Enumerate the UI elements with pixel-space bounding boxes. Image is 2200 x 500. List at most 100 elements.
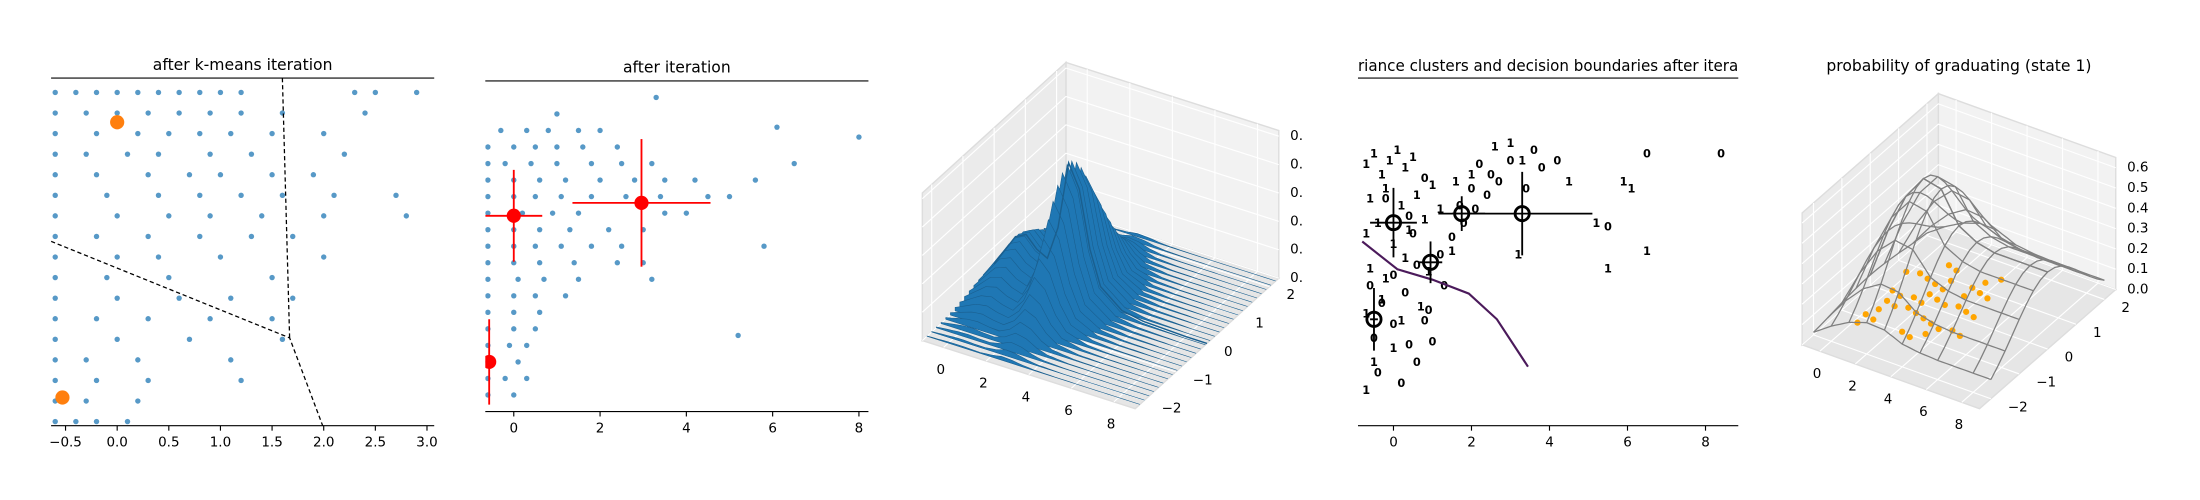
point bbox=[511, 260, 517, 266]
panel-layer: 0 2 4 6 8 −2 −1 0 1 2 0.0 0.1 0.2 0.3 0.4 0.5 0.6 bbox=[1800, 92, 2149, 433]
x-tick-label: 8 bbox=[1107, 417, 1116, 433]
point-marker: 1 bbox=[1397, 199, 1405, 213]
point bbox=[166, 274, 172, 281]
scatter-dot bbox=[1963, 308, 1970, 315]
point bbox=[207, 213, 213, 219]
point bbox=[155, 151, 162, 157]
x-tick-label: 2.0 bbox=[313, 435, 334, 451]
surface-strip bbox=[959, 276, 1173, 375]
point-marker: 1 bbox=[1643, 244, 1651, 258]
point bbox=[186, 336, 193, 342]
point bbox=[176, 110, 182, 116]
point bbox=[73, 418, 79, 425]
point bbox=[114, 213, 120, 219]
point bbox=[549, 210, 556, 216]
point-marker: 0 bbox=[1538, 160, 1546, 174]
point bbox=[623, 193, 629, 200]
point bbox=[485, 144, 491, 150]
point bbox=[485, 160, 491, 167]
scatter-dot bbox=[1910, 294, 1917, 301]
point-marker: 1 bbox=[1393, 143, 1401, 157]
x-tick-label: 1.5 bbox=[261, 435, 282, 451]
point-marker: 1 bbox=[1390, 341, 1398, 355]
surface-strip bbox=[945, 317, 1159, 388]
x-tick-label: 2.5 bbox=[365, 435, 386, 451]
z-tick-label: 0.1 bbox=[2127, 261, 2148, 277]
grid-line bbox=[1801, 164, 2116, 285]
point bbox=[588, 193, 595, 200]
point bbox=[114, 295, 120, 301]
y-tick-label: −2 bbox=[1162, 401, 1182, 417]
point-marker: 0 bbox=[1436, 247, 1444, 261]
point bbox=[114, 254, 120, 260]
point bbox=[536, 260, 543, 266]
point-marker: 0 bbox=[1522, 181, 1530, 195]
x-tick-label: 4 bbox=[1884, 391, 1893, 407]
point bbox=[485, 210, 491, 216]
point bbox=[485, 226, 491, 233]
x-tick-label: 2 bbox=[1467, 435, 1476, 451]
point-marker: 0 bbox=[1553, 153, 1561, 167]
point-marker: 0 bbox=[1440, 279, 1448, 293]
point-marker: 1 bbox=[1362, 226, 1370, 240]
x-tick-label: 2 bbox=[979, 376, 988, 392]
point-marker: 0 bbox=[1413, 355, 1421, 369]
point bbox=[52, 336, 58, 342]
point-marker: 0 bbox=[1643, 147, 1651, 161]
point bbox=[554, 111, 560, 117]
point bbox=[52, 213, 58, 219]
point bbox=[752, 177, 759, 183]
point bbox=[228, 130, 234, 137]
point-marker: 0 bbox=[1604, 220, 1612, 234]
point-marker: 0 bbox=[1421, 313, 1429, 327]
x-tick-label: 8 bbox=[1955, 417, 1964, 433]
point bbox=[403, 213, 410, 219]
point bbox=[145, 172, 151, 178]
point bbox=[155, 89, 162, 96]
point bbox=[502, 160, 508, 167]
grid-line bbox=[921, 152, 1279, 285]
scatter-dot bbox=[1970, 314, 1977, 321]
point-marker: 1 bbox=[1401, 251, 1409, 265]
point bbox=[52, 192, 58, 198]
y-tick-label: 0 bbox=[1224, 344, 1233, 360]
point bbox=[554, 144, 560, 150]
y-tick-label: 1 bbox=[2093, 325, 2102, 341]
center bbox=[1513, 205, 1531, 223]
point bbox=[575, 210, 582, 216]
surface-ridge bbox=[1869, 177, 2048, 276]
grid-line bbox=[1801, 103, 2116, 224]
z-tick-label: 0.10 bbox=[1290, 213, 1320, 229]
point bbox=[228, 295, 234, 301]
point-marker: 1 bbox=[1370, 355, 1378, 369]
point bbox=[649, 276, 655, 282]
point-marker: 1 bbox=[1413, 188, 1421, 202]
y-tick-label: 2 bbox=[1286, 287, 1295, 303]
point-marker: 0 bbox=[1507, 153, 1515, 167]
z-tick-label: 0.3 bbox=[2127, 221, 2148, 237]
point bbox=[52, 110, 58, 116]
z-tick-label: 0.2 bbox=[2127, 241, 2148, 257]
point-marker: 1 bbox=[1397, 313, 1405, 327]
point-marker: 0 bbox=[1397, 376, 1405, 390]
z-tick-label: 0.6 bbox=[2127, 160, 2148, 176]
point-marker: 1 bbox=[1468, 167, 1476, 181]
point-marker: 0 bbox=[1409, 226, 1417, 240]
point bbox=[705, 193, 711, 200]
point bbox=[352, 89, 358, 96]
point bbox=[104, 192, 110, 198]
point bbox=[52, 89, 58, 96]
point bbox=[238, 377, 244, 384]
point bbox=[248, 233, 255, 240]
point-marker: 1 bbox=[1421, 213, 1429, 227]
point bbox=[176, 295, 182, 301]
point bbox=[93, 377, 100, 384]
point bbox=[217, 89, 224, 96]
point-marker: 0 bbox=[1530, 143, 1538, 157]
surface-strip bbox=[978, 200, 1192, 358]
z-tick-label: 0.20 bbox=[1290, 157, 1320, 173]
point bbox=[145, 377, 151, 384]
scatter-dot bbox=[1905, 304, 1912, 311]
point bbox=[52, 418, 58, 425]
x-tick-label: 6 bbox=[1623, 435, 1632, 451]
